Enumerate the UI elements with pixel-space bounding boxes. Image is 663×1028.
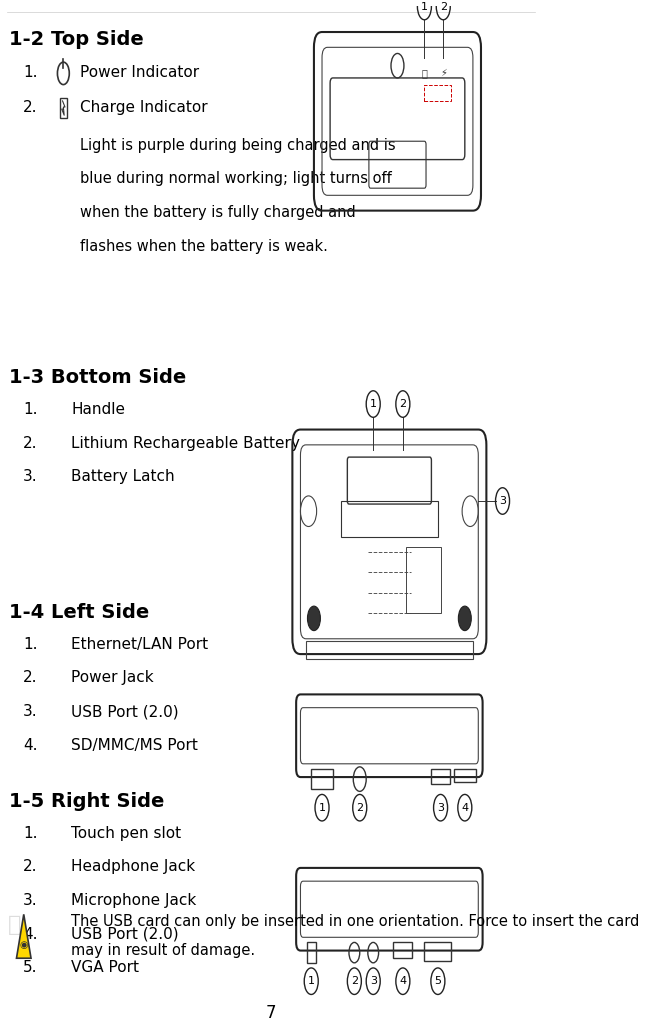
Text: 3.: 3. [23,893,38,908]
Text: 2: 2 [399,399,406,409]
Text: Charge Indicator: Charge Indicator [80,100,207,115]
Text: USB Port (2.0): USB Port (2.0) [72,704,179,720]
Text: 3.: 3. [23,470,38,484]
Text: ⏻: ⏻ [422,68,428,78]
Text: 1.: 1. [23,402,37,417]
Text: flashes when the battery is weak.: flashes when the battery is weak. [80,238,328,254]
Text: 2: 2 [356,803,363,813]
Text: 3: 3 [499,495,506,506]
Text: 2: 2 [351,977,358,986]
Text: The USB card can only be inserted in one orientation. Force to insert the card: The USB card can only be inserted in one… [72,914,640,929]
Text: 5: 5 [434,977,442,986]
Text: Power Jack: Power Jack [72,670,154,686]
Text: ✋: ✋ [8,915,22,934]
Text: Headphone Jack: Headphone Jack [72,859,196,874]
Text: ◉: ◉ [19,940,28,950]
Text: 4.: 4. [23,926,37,942]
Text: VGA Port: VGA Port [72,960,139,976]
Text: 4: 4 [399,977,406,986]
Text: 1-5 Right Side: 1-5 Right Side [9,792,165,811]
Text: Light is purple during being charged and is: Light is purple during being charged and… [80,138,395,152]
Text: 7: 7 [266,1003,276,1022]
Text: 1.: 1. [23,636,37,652]
Text: Touch pen slot: Touch pen slot [72,825,182,841]
Text: blue during normal working; light turns off: blue during normal working; light turns … [80,172,391,186]
Text: 2.: 2. [23,436,37,450]
Text: Battery Latch: Battery Latch [72,470,175,484]
Text: 1-2 Top Side: 1-2 Top Side [9,31,145,49]
Text: 1: 1 [308,977,315,986]
Text: 2.: 2. [23,670,37,686]
Text: 4.: 4. [23,738,37,752]
Text: Lithium Rechargeable Battery: Lithium Rechargeable Battery [72,436,300,450]
Text: 4: 4 [461,803,468,813]
Text: 3: 3 [437,803,444,813]
Text: 3: 3 [370,977,377,986]
Text: 3.: 3. [23,704,38,720]
Circle shape [308,607,320,630]
Text: when the battery is fully charged and: when the battery is fully charged and [80,205,355,220]
Text: SD/MMC/MS Port: SD/MMC/MS Port [72,738,198,752]
Polygon shape [17,914,31,958]
Text: ⚡: ⚡ [440,68,447,78]
Text: Microphone Jack: Microphone Jack [72,893,197,908]
Text: Handle: Handle [72,402,125,417]
Text: 2.: 2. [23,859,37,874]
Text: Power Indicator: Power Indicator [80,65,199,80]
Text: USB Port (2.0): USB Port (2.0) [72,926,179,942]
Circle shape [458,607,471,630]
Text: may in result of damage.: may in result of damage. [72,943,255,958]
Text: 1: 1 [318,803,326,813]
Text: 1: 1 [421,1,428,11]
Text: 1: 1 [370,399,377,409]
Text: Ethernet/LAN Port: Ethernet/LAN Port [72,636,209,652]
Text: 1.: 1. [23,825,37,841]
Text: 1-3 Bottom Side: 1-3 Bottom Side [9,368,187,388]
Text: 2: 2 [440,1,447,11]
Text: 2.: 2. [23,100,37,115]
Text: 1-4 Left Side: 1-4 Left Side [9,603,150,622]
Text: 5.: 5. [23,960,37,976]
Text: 1.: 1. [23,65,37,80]
